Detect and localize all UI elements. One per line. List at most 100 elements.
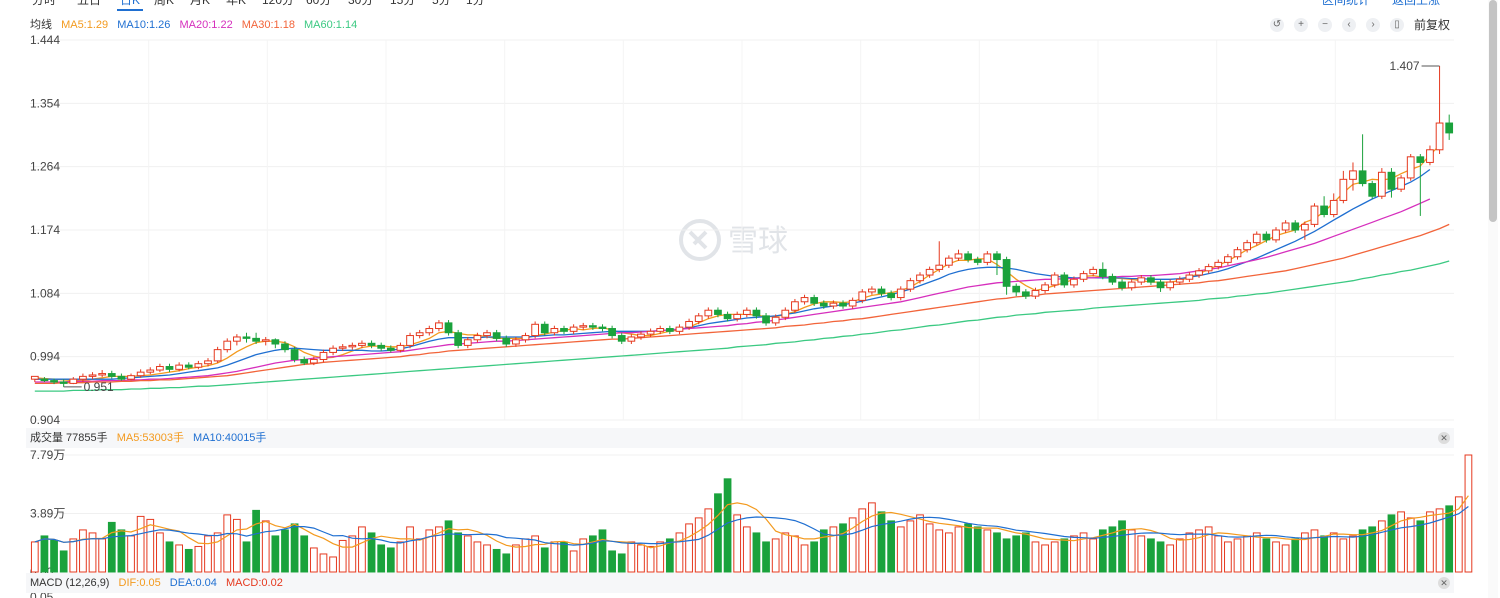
volume-bar xyxy=(59,550,68,573)
candle-body xyxy=(242,336,251,339)
candle-body xyxy=(540,323,549,334)
volume-bar xyxy=(550,541,559,573)
candle-body xyxy=(1387,171,1396,190)
volume-bar xyxy=(1224,541,1232,573)
scrollbar-thumb[interactable] xyxy=(1489,0,1497,222)
macd-close-icon[interactable]: ✕ xyxy=(1438,577,1450,589)
volume-bar xyxy=(819,529,828,573)
volume-ma10-legend: MA10:40015手 xyxy=(193,432,267,444)
price-adjust-select[interactable]: 前复权 xyxy=(1413,18,1450,32)
tab-30min[interactable]: 30分 xyxy=(348,0,374,7)
volume-bar xyxy=(367,532,376,573)
volume-bar xyxy=(483,544,491,573)
candle-body xyxy=(973,259,982,263)
tab-monthly-k[interactable]: 月K xyxy=(190,0,211,7)
volume-bar xyxy=(935,529,944,573)
tab-weekly-k[interactable]: 周K xyxy=(154,0,175,7)
candle-body xyxy=(646,330,655,335)
macd-legend-label: MACD (12,26,9) xyxy=(30,577,110,589)
volume-bar xyxy=(1002,538,1011,573)
volume-bar xyxy=(1262,538,1271,573)
volume-bar xyxy=(1108,526,1117,573)
volume-bar xyxy=(1272,541,1280,573)
candle-body xyxy=(156,366,164,371)
ma5-legend: MA5:1.29 xyxy=(61,19,109,31)
tab-120min[interactable]: 120分 xyxy=(262,0,295,7)
volume-bar xyxy=(916,514,924,573)
volume-bar xyxy=(300,535,309,573)
volume-bar xyxy=(1291,538,1300,573)
volume-bar xyxy=(694,517,703,573)
candle-body xyxy=(771,316,780,324)
candle-body xyxy=(1349,170,1357,180)
back-to-top-link[interactable]: 返回上涨 xyxy=(1392,0,1441,7)
volume-bar xyxy=(454,532,463,573)
reset-icon[interactable]: ↺ xyxy=(1269,17,1284,32)
tab-yearly-k[interactable]: 年K xyxy=(226,0,247,7)
tab-60min[interactable]: 60分 xyxy=(306,0,332,7)
interval-stats-link[interactable]: 区间统计 xyxy=(1322,0,1371,7)
volume-bar xyxy=(329,556,337,573)
candle-body xyxy=(319,351,328,360)
price-tick-label: 0.904 xyxy=(30,413,60,427)
volume-bar xyxy=(800,544,809,573)
volume-bar xyxy=(531,535,540,573)
candle-body xyxy=(608,328,616,337)
zoom-out-icon[interactable]: − xyxy=(1317,17,1332,32)
volume-bar xyxy=(69,538,78,573)
candle-body xyxy=(1435,122,1444,151)
candle-body xyxy=(473,335,482,341)
volume-bar xyxy=(204,535,212,573)
candle-body xyxy=(1233,249,1242,258)
zoom-in-icon[interactable]: + xyxy=(1293,17,1308,32)
candle-body xyxy=(358,342,366,346)
volume-bar xyxy=(1329,532,1338,573)
candle-body xyxy=(993,253,1001,261)
candle-body xyxy=(348,344,357,348)
active-tab-underline xyxy=(117,9,143,11)
tab-five-day[interactable]: 五日 xyxy=(77,0,102,7)
pan-right-icon[interactable]: › xyxy=(1365,17,1380,32)
candle-body xyxy=(579,325,588,328)
candle-body xyxy=(829,302,838,307)
candle-body xyxy=(1031,290,1040,297)
price-tick-label: 1.084 xyxy=(30,286,60,300)
volume-bar xyxy=(1118,520,1126,573)
candle-body xyxy=(1060,274,1069,286)
tab-5min[interactable]: 5分 xyxy=(432,0,451,7)
volume-bar xyxy=(906,520,915,573)
candle-body xyxy=(868,288,876,293)
volume-bar xyxy=(1339,538,1348,573)
candle-body xyxy=(444,322,453,334)
volume-bar xyxy=(569,550,578,573)
tab-15min[interactable]: 15分 xyxy=(390,0,416,7)
tab-daily-k[interactable]: 日K xyxy=(120,0,141,7)
volume-bar xyxy=(232,518,241,573)
ma-legend: 均线 MA5:1.29 MA10:1.26 MA20:1.22 MA30:1.1… xyxy=(30,16,363,32)
page-scrollbar[interactable] xyxy=(1488,0,1498,598)
candle-body xyxy=(550,328,559,334)
candle-body xyxy=(935,264,944,270)
volume-bar xyxy=(646,545,655,573)
volume-close-icon[interactable]: ✕ xyxy=(1438,432,1450,444)
volume-bar xyxy=(1464,454,1473,573)
candle-body xyxy=(338,346,347,349)
tab-timeshare[interactable]: 分时 xyxy=(32,0,57,7)
volume-bar xyxy=(1147,538,1155,573)
volume-tick-label: 3.89万 xyxy=(30,507,65,521)
volume-bar xyxy=(1156,541,1165,573)
volume-bar xyxy=(338,539,347,573)
candle-body xyxy=(1281,222,1290,231)
volume-bar xyxy=(184,548,193,573)
tab-1min[interactable]: 1分 xyxy=(466,0,485,7)
candle-body xyxy=(502,337,511,345)
pan-left-icon[interactable]: ‹ xyxy=(1341,17,1356,32)
volume-bar xyxy=(521,538,530,573)
candle-body xyxy=(1426,149,1434,163)
volume-ma10-line xyxy=(34,506,1469,546)
candle-body xyxy=(723,313,732,320)
candle-style-icon[interactable]: ▯ xyxy=(1389,17,1404,32)
volume-bar xyxy=(1387,514,1396,573)
volume-bar xyxy=(415,538,424,573)
